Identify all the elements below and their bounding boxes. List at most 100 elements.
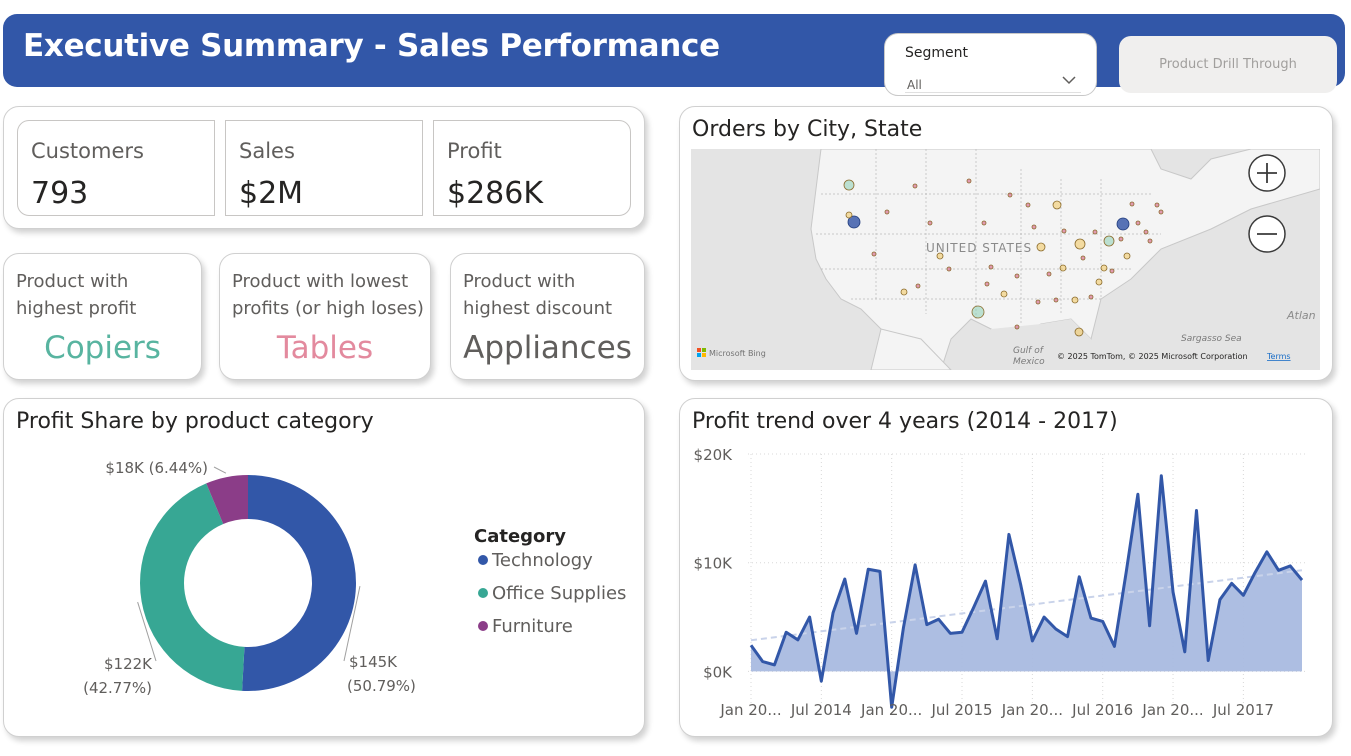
city-bubble[interactable] [1158,209,1164,215]
data-point[interactable] [784,630,788,634]
data-point[interactable] [1194,509,1198,513]
data-point[interactable] [1171,590,1175,594]
donut-slice-furniture[interactable] [206,475,248,524]
data-point[interactable] [1136,492,1140,496]
data-point[interactable] [1148,624,1152,628]
city-bubble[interactable] [1109,268,1115,274]
city-bubble[interactable] [1014,324,1020,330]
data-point[interactable] [1206,659,1210,663]
zoom-out-button[interactable] [1248,215,1286,253]
data-point[interactable] [1077,575,1081,579]
city-bubble[interactable] [847,215,861,229]
legend-item[interactable]: Technology [491,550,593,571]
legend-item[interactable]: Office Supplies [492,583,626,604]
data-point[interactable] [1159,474,1163,478]
city-bubble[interactable] [1100,264,1108,272]
data-point[interactable] [772,663,776,667]
city-bubble[interactable] [946,266,952,272]
data-point[interactable] [983,579,987,583]
data-point[interactable] [855,631,859,635]
data-point[interactable] [1277,568,1281,572]
city-bubble[interactable] [988,264,994,270]
city-bubble[interactable] [1000,290,1008,298]
city-bubble[interactable] [915,283,921,289]
data-point[interactable] [1124,570,1128,574]
data-point[interactable] [1112,644,1116,648]
city-bubble[interactable] [1092,229,1098,235]
data-point[interactable] [808,615,812,619]
data-point[interactable] [1042,615,1046,619]
city-bubble[interactable] [843,179,855,191]
data-point[interactable] [925,623,929,627]
city-bubble[interactable] [1088,294,1094,300]
data-point[interactable] [843,577,847,581]
city-bubble[interactable] [1118,236,1124,242]
data-point[interactable] [831,611,835,615]
city-bubble[interactable] [1129,201,1135,207]
data-point[interactable] [901,626,905,630]
chevron-down-icon[interactable] [1061,74,1077,86]
city-bubble[interactable] [845,211,853,219]
data-point[interactable] [1265,550,1269,554]
city-bubble[interactable] [1052,200,1062,210]
city-bubble[interactable] [927,220,933,226]
legend-item[interactable]: Furniture [492,616,573,637]
data-point[interactable] [937,617,941,621]
data-point[interactable] [878,569,882,573]
city-bubble[interactable] [871,251,877,257]
city-bubble[interactable] [1095,278,1103,286]
data-point[interactable] [819,679,823,683]
city-bubble[interactable] [1103,235,1115,247]
data-point[interactable] [948,631,952,635]
profit-line[interactable] [749,474,1304,709]
city-bubble[interactable] [1059,264,1067,272]
data-point[interactable] [1066,635,1070,639]
data-point[interactable] [960,630,964,634]
city-bubble[interactable] [1071,296,1079,304]
data-point[interactable] [1019,582,1023,586]
city-bubble[interactable] [971,305,985,319]
data-point[interactable] [761,660,765,664]
city-bubble[interactable] [1074,327,1084,337]
segment-dropdown[interactable]: All [905,69,1081,93]
city-bubble[interactable] [1036,242,1046,252]
data-point[interactable] [1101,619,1105,623]
city-bubble[interactable] [884,209,890,215]
city-bubble[interactable] [1116,217,1130,231]
city-bubble[interactable] [1154,202,1160,208]
data-point[interactable] [1230,581,1234,585]
city-bubble[interactable] [1046,271,1052,277]
city-bubble[interactable] [1123,252,1131,260]
map-terms-link[interactable]: Terms [1266,352,1291,361]
data-point[interactable] [1218,598,1222,602]
segment-slicer[interactable]: Segment All [884,33,1097,96]
data-point[interactable] [1089,616,1093,620]
data-point[interactable] [1007,532,1011,536]
city-bubble[interactable] [1007,192,1013,198]
zoom-in-button[interactable] [1248,154,1286,192]
city-bubble[interactable] [1031,224,1037,230]
donut-slice-technology[interactable] [242,475,356,691]
city-bubble[interactable] [981,220,987,226]
data-point[interactable] [913,563,917,567]
city-bubble[interactable] [900,288,908,296]
city-bubble[interactable] [1135,220,1141,226]
city-bubble[interactable] [966,178,972,184]
city-bubble[interactable] [936,252,944,260]
city-bubble[interactable] [1061,228,1067,234]
city-bubble[interactable] [1074,238,1086,250]
data-point[interactable] [1300,578,1304,582]
donut-slice-office-supplies[interactable] [140,483,245,691]
data-point[interactable] [1030,639,1034,643]
data-point[interactable] [972,605,976,609]
city-bubble[interactable] [1143,229,1149,235]
data-point[interactable] [749,643,753,647]
data-point[interactable] [1253,570,1257,574]
data-point[interactable] [796,638,800,642]
data-point[interactable] [1054,627,1058,631]
data-point[interactable] [1241,593,1245,597]
city-bubble[interactable] [984,281,990,287]
city-bubble[interactable] [1025,202,1031,208]
city-bubble[interactable] [1035,299,1041,305]
city-bubble[interactable] [1014,273,1020,279]
